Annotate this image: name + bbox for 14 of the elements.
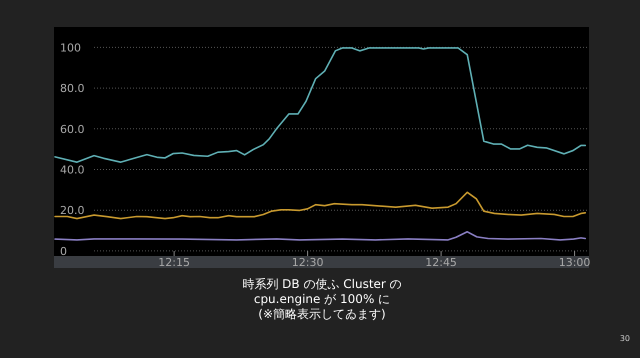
x-tick-label: 12:15 (158, 256, 190, 269)
y-tick-label: 100 (60, 41, 81, 54)
x-tick-label: 13:00 (558, 256, 590, 269)
text: 30 (620, 334, 630, 343)
y-tick-label: 60.0 (60, 122, 84, 136)
text: (※簡略表示してゐます) (258, 307, 386, 321)
x-tick-label: 12:30 (292, 256, 324, 269)
y-tick-label: 40.0 (60, 163, 84, 176)
text: 時系列 DB の使ふ Cluster の (242, 277, 402, 291)
text: cpu.engine が 100% に (254, 292, 390, 306)
x-tick-label: 12:45 (425, 256, 457, 269)
y-tick-label: 20.0 (60, 204, 84, 218)
y-tick-label: 80.0 (60, 82, 84, 96)
y-tick-label: 0 (60, 244, 67, 258)
